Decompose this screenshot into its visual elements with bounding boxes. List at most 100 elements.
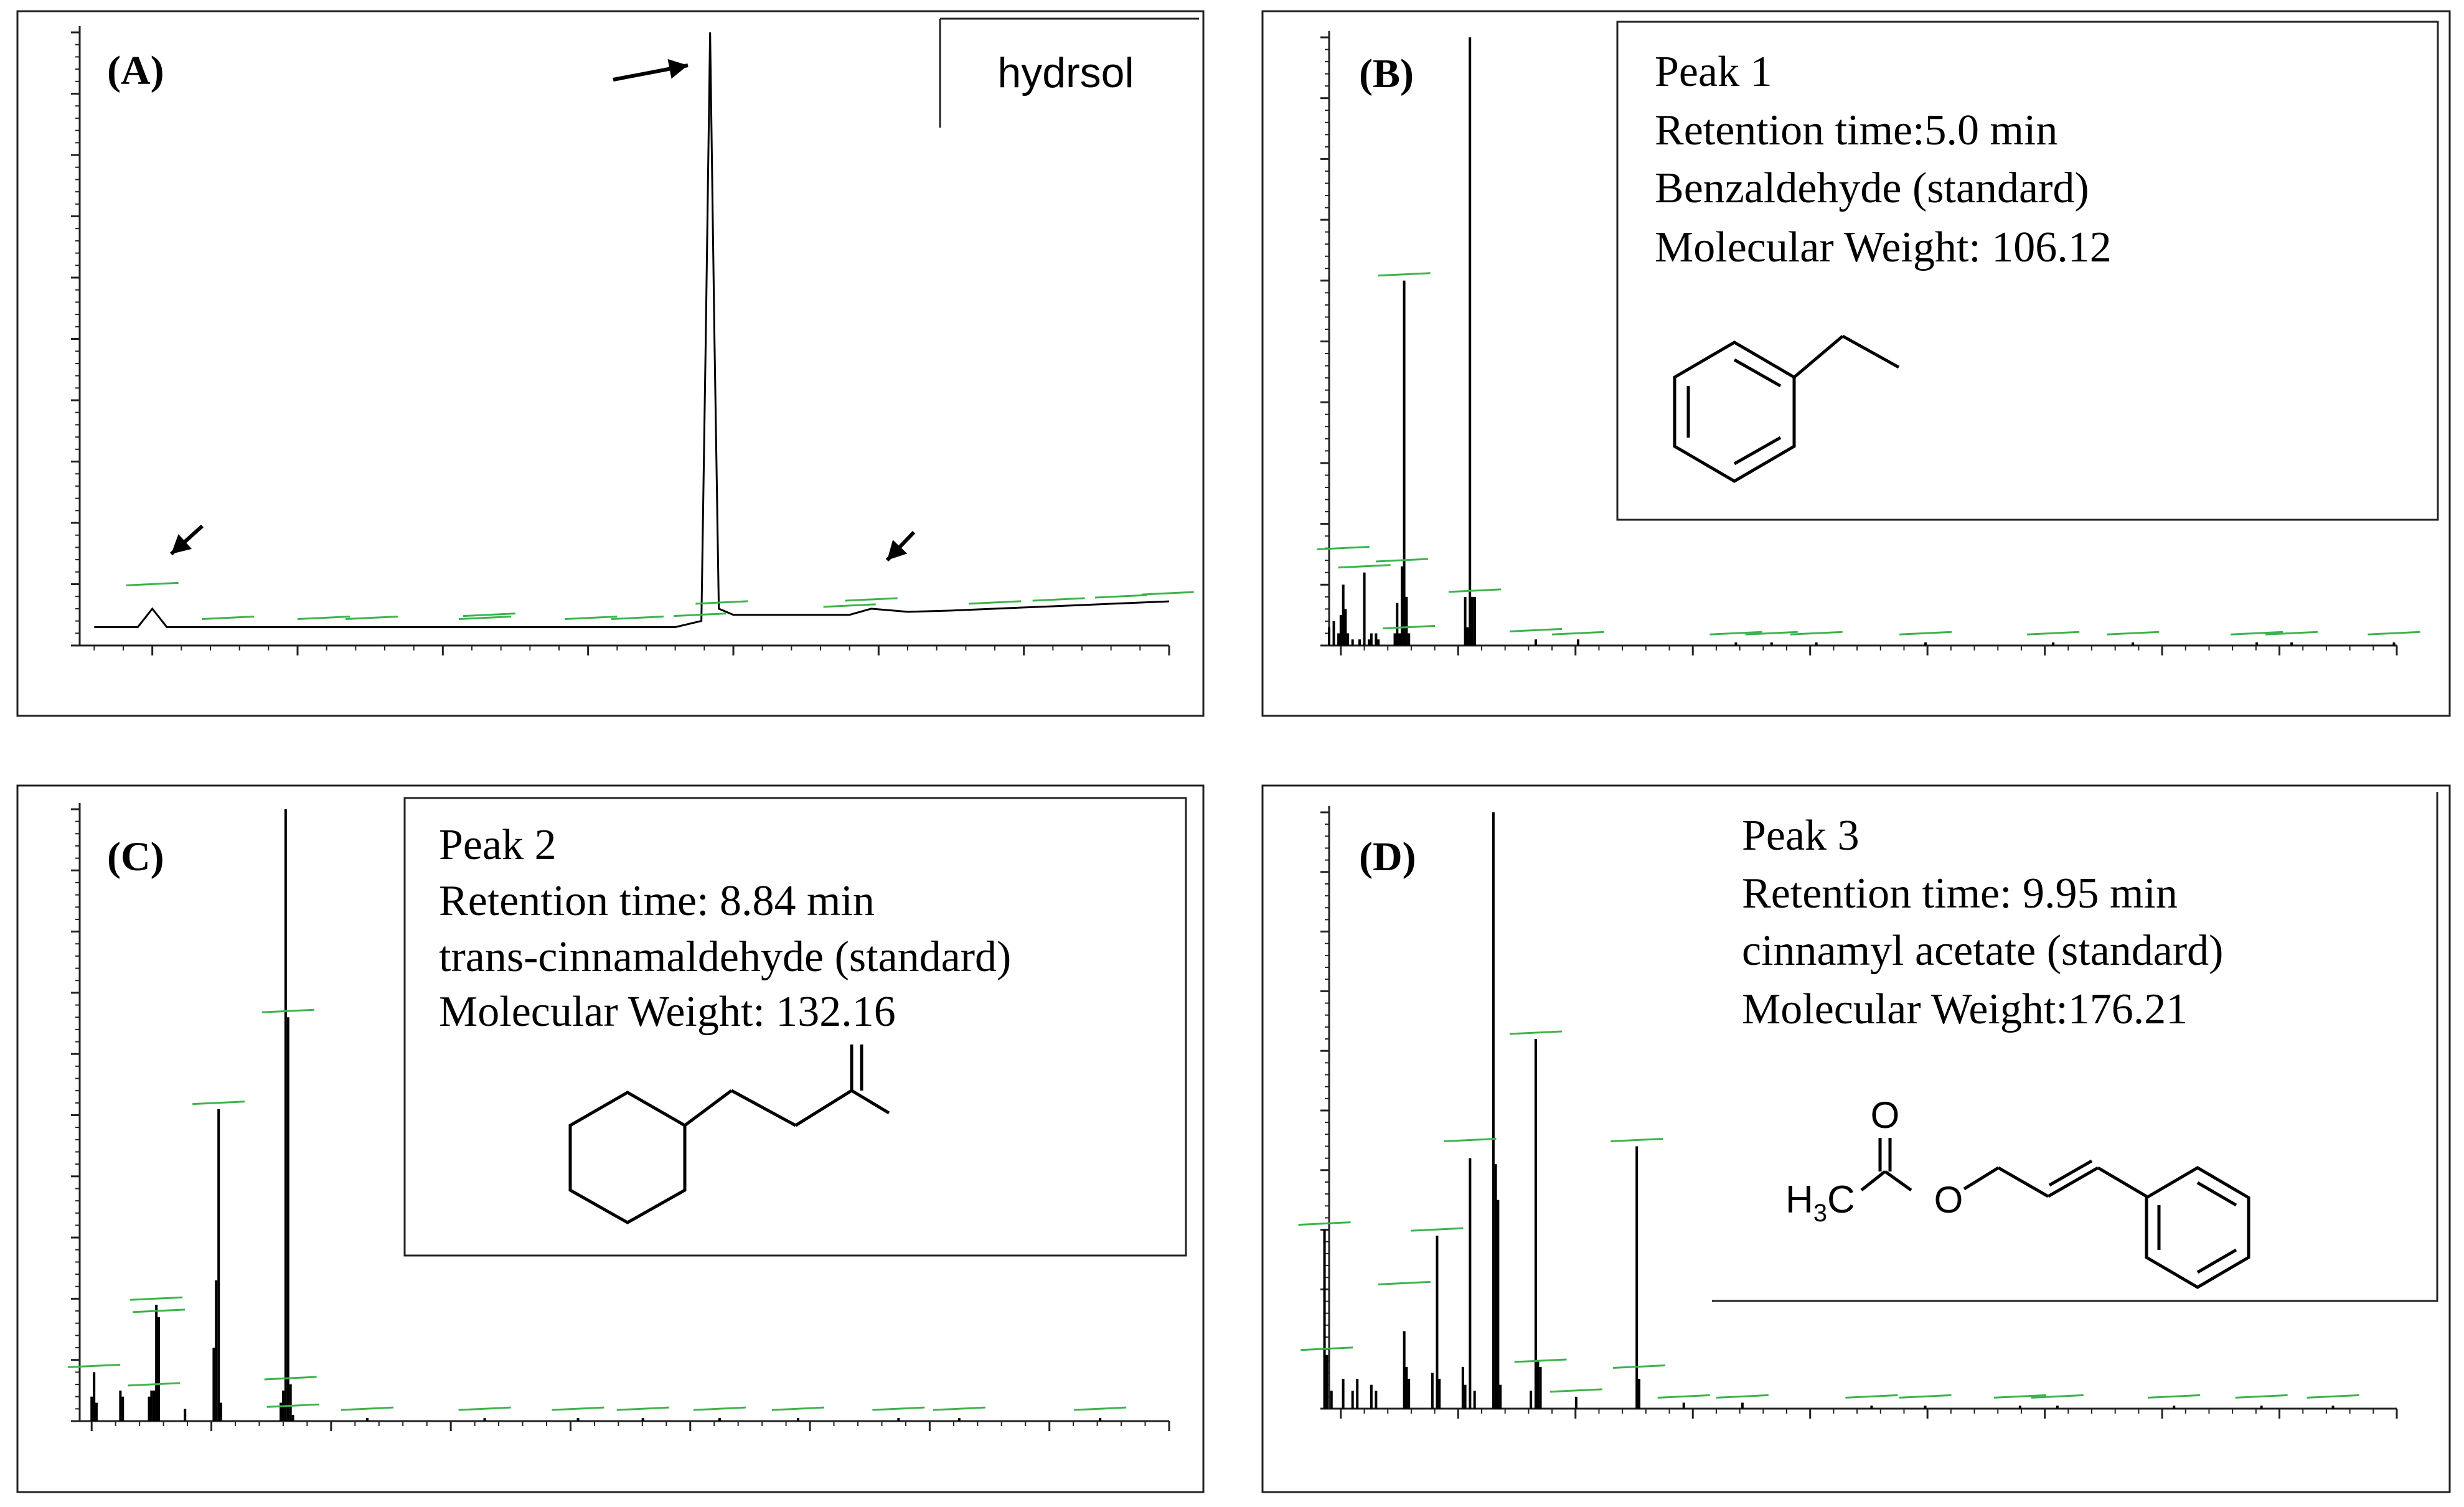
peak-label-underline — [2235, 1394, 2288, 1399]
peak-label-underline — [1709, 631, 1762, 636]
peak-label-underline — [2031, 1394, 2084, 1399]
benzene-ring — [2145, 1166, 2250, 1289]
panel-d-info-compound: cinnamyl acetate (standard) — [1742, 927, 2224, 975]
chain-bond — [794, 1089, 853, 1127]
aromatic-bond — [2196, 1181, 2237, 1207]
chain-bond — [2097, 1166, 2148, 1198]
panel-d-info-peak: Peak 3 — [1742, 812, 1860, 860]
chain-double-bond — [2047, 1166, 2099, 1198]
peak-label-underline — [297, 616, 350, 621]
peak-label-underline — [266, 1403, 319, 1408]
panel-c-frame — [16, 784, 1205, 1493]
peak-label-underline — [845, 597, 898, 602]
panel-d-info-rt: Retention time: 9.95 min — [1742, 870, 2178, 918]
ethyl-bond — [1793, 335, 1844, 378]
peak-label-underline — [1899, 631, 1952, 636]
peak-label-underline — [1338, 564, 1391, 569]
peak-label-underline — [201, 616, 255, 621]
panel-a-label: (A) — [107, 48, 164, 93]
panel-d-label: (D) — [1359, 834, 1416, 880]
peak-label-underline — [1448, 588, 1501, 593]
peak-label-underline — [674, 613, 727, 617]
peak-label-underline — [1716, 1394, 1769, 1399]
peak-label-underline — [1899, 1394, 1952, 1399]
peak-label-underline — [1298, 1221, 1351, 1226]
ester-bond — [1860, 1170, 1886, 1191]
peak-label-underline — [2027, 631, 2080, 636]
peak-label-underline — [968, 600, 1022, 605]
peak-label-underline — [345, 616, 398, 621]
aromatic-bond — [1733, 436, 1782, 466]
peak-label-underline — [616, 1406, 669, 1411]
panel-b-info-rt: Retention time:5.0 min — [1655, 106, 2057, 154]
peak-label-underline — [611, 616, 664, 621]
peak-label-underline — [126, 581, 179, 586]
chain-bond — [850, 1089, 890, 1115]
peak-label-underline — [1612, 1364, 1666, 1369]
peak-label-underline — [2306, 1394, 2359, 1399]
panel-a: (A) hydrsol — [16, 10, 1205, 717]
peak-label-underline — [1378, 272, 1431, 277]
panel-a-chart — [71, 26, 1194, 655]
peak-label-underline — [1411, 1227, 1464, 1232]
panel-d-info-mw: Molecular Weight:176.21 — [1742, 985, 2188, 1033]
peak-label-underline — [1551, 631, 1604, 636]
panel-b-frame — [1261, 10, 2451, 717]
panel-d-frame — [1261, 784, 2451, 1493]
aromatic-bond — [1733, 358, 1782, 388]
peak-label-underline — [261, 1008, 314, 1013]
chain-bond — [730, 1089, 797, 1127]
panel-c-structure — [568, 1045, 890, 1224]
panel-c-info-mw: Molecular Weight: 132.16 — [439, 988, 896, 1036]
panel-b-info-compound: Benzaldehyde (standard) — [1655, 164, 2089, 212]
panel-d: (D) Peak 3 Retention time: 9.95 min cinn… — [1261, 784, 2451, 1493]
panel-c-info-rt: Retention time: 8.84 min — [439, 877, 875, 925]
peak-label-underline — [1383, 624, 1436, 629]
peak-label-underline — [192, 1101, 245, 1106]
peak-label-underline — [872, 1406, 925, 1411]
peak-label-underline — [695, 600, 748, 605]
panel-c-label: (C) — [107, 834, 164, 880]
peak-label-underline — [458, 1406, 511, 1411]
peak-label-underline — [1993, 1394, 2046, 1399]
peak-label-underline — [2107, 631, 2160, 636]
peak-label-underline — [1444, 1137, 1497, 1142]
peak-label-underline — [933, 1406, 985, 1411]
peak-label-underline — [264, 1376, 317, 1381]
peak-label-underline — [1514, 1358, 1567, 1363]
peak-label-underline — [1845, 1394, 1898, 1399]
peak-label-underline — [458, 616, 512, 621]
panel-c: (C) Peak 2 Retention time: 8.84 min tran… — [16, 784, 1205, 1493]
peak-label-underline — [2148, 1394, 2201, 1399]
panel-a-title: hydrsol — [997, 49, 1134, 96]
peak-label-underline — [823, 603, 876, 608]
panel-c-info-peak: Peak 2 — [439, 821, 557, 869]
peak-label-underline — [1509, 1030, 1562, 1035]
peak-label-underline — [128, 1382, 181, 1387]
peak-label-underline — [771, 1406, 825, 1411]
panel-d-chart — [1298, 806, 2398, 1419]
panel-c-chart — [68, 803, 1170, 1431]
chain-bond — [1963, 1166, 2000, 1191]
chain-bond — [684, 1089, 733, 1127]
panel-b-info-box — [1616, 21, 2439, 521]
panel-b-label: (B) — [1359, 51, 1414, 96]
peak-label-underline — [1378, 1280, 1431, 1285]
ester-o-label: O — [1934, 1179, 1963, 1221]
peak-label-underline — [1509, 627, 1563, 632]
peak-label-underline — [2368, 631, 2420, 636]
panel-c-info-box — [403, 797, 1187, 1257]
peak-label-underline — [552, 1406, 604, 1411]
peak-label-underline — [2265, 631, 2318, 636]
panel-c-info-compound: trans-cinnamaldehyde (standard) — [439, 933, 1011, 981]
arrow-head-icon — [887, 540, 908, 560]
peak-label-underline — [1375, 558, 1429, 563]
chain-double-bond — [2048, 1159, 2093, 1187]
peak-label-underline — [130, 1296, 183, 1301]
peak-label-underline — [1611, 1137, 1663, 1142]
peak-label-underline — [693, 1406, 746, 1411]
peak-label-underline — [132, 1308, 186, 1313]
peak-label-underline — [565, 616, 618, 621]
panel-b-info-peak: Peak 1 — [1655, 48, 1772, 96]
